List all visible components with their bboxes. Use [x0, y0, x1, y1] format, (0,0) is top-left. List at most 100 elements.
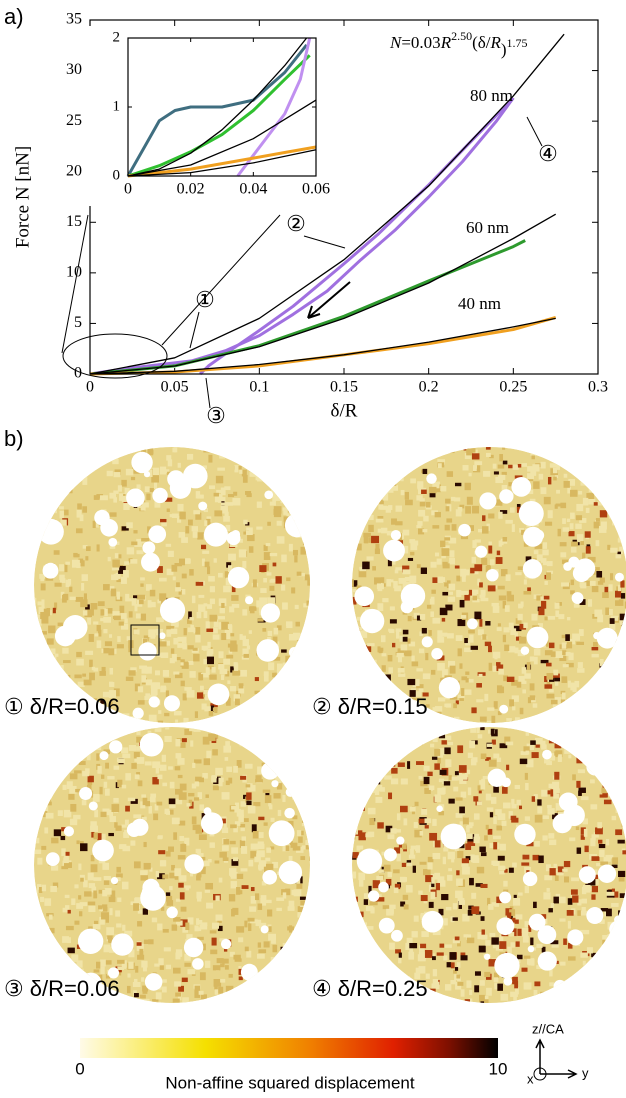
map-texture	[453, 786, 459, 792]
map-texture	[187, 618, 192, 624]
map-texture	[34, 849, 42, 855]
map-texture	[205, 667, 210, 675]
map-texture	[455, 700, 459, 705]
map-texture	[574, 680, 580, 688]
map-texture	[281, 889, 286, 896]
map-texture	[599, 919, 605, 924]
map-texture	[263, 941, 270, 948]
map-texture	[564, 748, 571, 754]
map-texture	[240, 827, 245, 832]
map-texture	[34, 614, 40, 622]
map-texture	[613, 981, 621, 987]
map-texture	[596, 862, 603, 867]
map-texture	[173, 637, 179, 645]
map-texture	[158, 1004, 163, 1012]
map-texture	[211, 937, 217, 946]
map-texture	[593, 832, 599, 838]
map-texture	[431, 877, 435, 884]
map-texture	[305, 791, 310, 795]
map-texture	[81, 582, 85, 591]
map-hole	[607, 667, 620, 681]
map-texture	[510, 815, 517, 820]
map-texture	[82, 673, 87, 677]
map-texture	[149, 796, 156, 803]
map-texture	[489, 812, 494, 818]
map-texture	[48, 625, 56, 634]
map-texture	[59, 665, 64, 672]
map-texture	[196, 891, 202, 899]
map-texture	[222, 857, 229, 862]
map-texture	[147, 526, 151, 534]
map-texture	[454, 482, 462, 487]
map-texture	[476, 727, 480, 734]
map-hole	[111, 933, 134, 956]
map-texture	[589, 970, 595, 976]
map-texture	[472, 540, 477, 549]
map-texture	[169, 514, 175, 518]
map-texture	[184, 837, 190, 846]
map-texture	[389, 904, 396, 909]
map-texture	[374, 498, 380, 502]
map-texture	[597, 501, 603, 506]
map-texture	[292, 549, 299, 556]
map-texture	[119, 720, 126, 723]
map-texture	[210, 703, 218, 708]
map-texture	[248, 860, 254, 867]
zoom-connector	[61, 214, 89, 354]
map-texture	[440, 632, 448, 637]
map-texture	[126, 522, 133, 529]
map-texture	[301, 644, 309, 649]
map-texture	[267, 630, 273, 636]
map-texture	[582, 884, 591, 893]
map-texture	[432, 818, 437, 826]
map-texture	[292, 723, 295, 729]
map-texture	[38, 929, 46, 936]
map-texture	[488, 959, 497, 967]
map-texture	[481, 934, 488, 940]
map-texture	[167, 550, 174, 558]
map-texture	[459, 821, 463, 829]
map-texture	[195, 634, 201, 643]
map-texture	[379, 450, 384, 459]
map-texture	[181, 573, 187, 579]
map-texture	[409, 736, 417, 741]
map-texture	[233, 765, 238, 773]
map-texture	[269, 552, 278, 557]
map-hole	[533, 529, 545, 541]
map-texture	[498, 865, 505, 871]
map-texture	[460, 791, 467, 798]
map-texture	[536, 554, 543, 561]
map-texture	[380, 1000, 387, 1003]
map-texture	[311, 507, 317, 514]
map-texture	[530, 469, 537, 476]
map-texture	[471, 892, 477, 899]
map-texture	[80, 736, 89, 743]
map-texture	[543, 892, 551, 900]
map-texture	[419, 631, 423, 637]
map-texture	[603, 856, 611, 862]
map-texture	[434, 840, 441, 848]
map-texture	[260, 897, 267, 906]
map-texture	[249, 472, 256, 477]
map-texture	[294, 604, 299, 610]
data-line	[127, 99, 317, 177]
map-texture	[262, 701, 269, 710]
map-texture	[156, 617, 164, 623]
map-texture	[119, 605, 125, 613]
map-texture	[243, 653, 249, 658]
map-texture	[549, 678, 555, 682]
map-texture	[125, 468, 134, 476]
map-texture	[559, 655, 567, 662]
map-hole	[240, 963, 258, 981]
y-tick-label: 0	[74, 365, 82, 382]
map-texture	[173, 967, 181, 974]
map-texture	[413, 821, 418, 828]
map-texture	[178, 985, 184, 992]
map-texture	[611, 666, 617, 672]
map-texture	[611, 994, 616, 1001]
map-texture	[312, 743, 318, 748]
map-texture	[250, 851, 257, 859]
map-texture	[544, 650, 553, 656]
map-hole	[139, 732, 164, 757]
map-texture	[74, 920, 80, 925]
